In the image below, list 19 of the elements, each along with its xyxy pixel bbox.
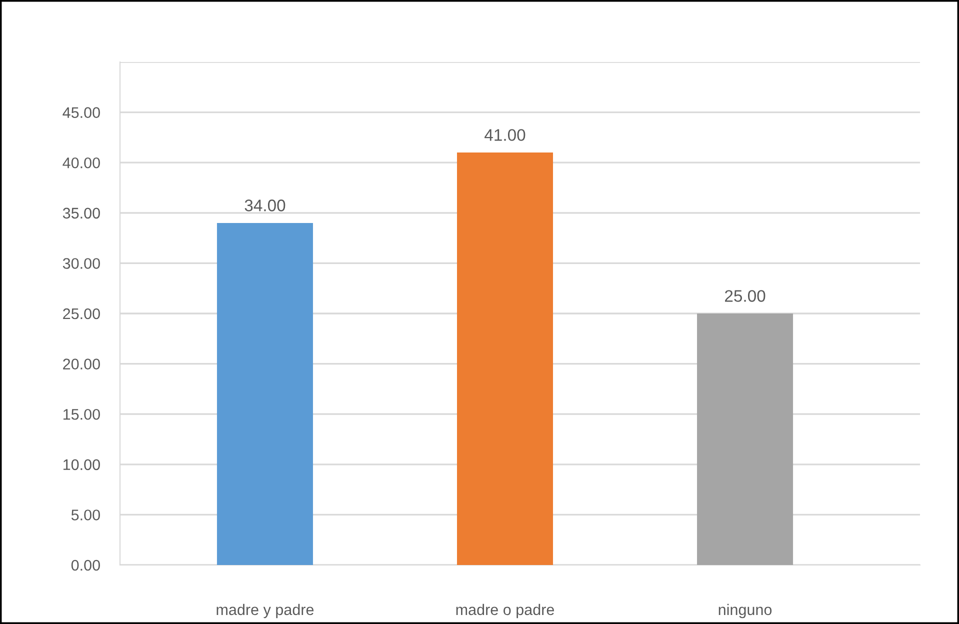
data-label: 41.00 [484,129,526,141]
y-tick-label: 20.00 [63,358,100,370]
x-tick-label: madre y padre [216,604,314,618]
y-tick-label: 5.00 [71,510,100,520]
y-tick-label: 15.00 [63,408,100,420]
bar [456,152,554,565]
y-tick-label: 35.00 [62,208,100,219]
y-tick-label: 25.00 [63,308,100,320]
bar [216,222,313,565]
data-label: 34.00 [244,200,286,212]
y-tick-label: 10.00 [63,459,100,470]
y-tick-label: 45.00 [62,107,100,118]
x-tick-label: madre o padre [456,604,554,618]
y-tick-label: 0.00 [71,560,100,571]
y-tick-label: 30.00 [62,258,100,269]
data-label: 25.00 [725,290,766,302]
bar [697,314,794,565]
y-tick-label: 40.00 [62,157,100,168]
x-tick-label: ninguno [718,604,772,618]
